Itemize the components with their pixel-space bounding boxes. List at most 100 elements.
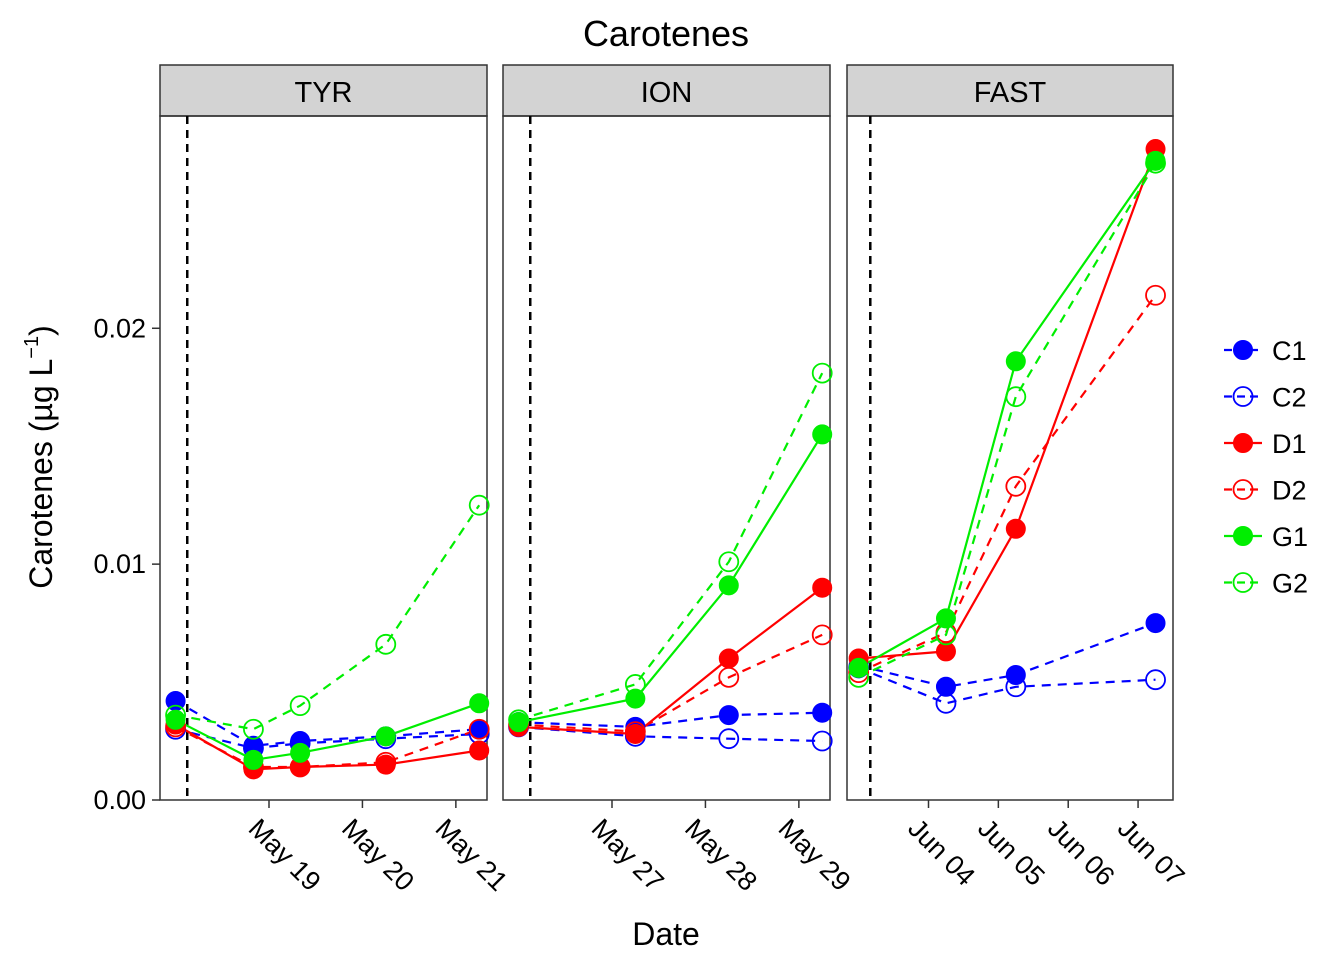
panel-tyr: TYR May 19 May 20 May 21 (159, 64, 513, 897)
data-point-g2 (848, 666, 870, 688)
legend-label: G1 (1272, 522, 1308, 552)
series-line-g2 (175, 504, 481, 731)
data-point-g1 (375, 726, 396, 747)
legend-marker (1232, 386, 1254, 407)
series-lines (858, 148, 1157, 705)
data-point-d1 (1005, 518, 1026, 539)
series-line-g2 (858, 162, 1157, 679)
x-tick-label: Jun 06 (1042, 813, 1121, 892)
series-line-d1 (518, 586, 823, 736)
legend-item-c1: C1 (1224, 336, 1307, 366)
x-tick-label: May 19 (243, 813, 327, 897)
series-line-d2 (518, 633, 823, 733)
data-point-g1 (718, 575, 739, 596)
data-point-d2 (718, 666, 740, 688)
legend-marker (1233, 433, 1253, 453)
x-tick-label: May 27 (586, 813, 670, 897)
data-point-d2 (624, 721, 646, 742)
data-point-d2 (468, 718, 490, 740)
legend-label: D1 (1272, 429, 1307, 459)
data-point-c2 (718, 728, 740, 750)
data-point-d2 (811, 624, 833, 646)
series-line-c2 (858, 666, 1156, 705)
y-tick-label: 0.02 (93, 313, 146, 343)
panels-group: TYR May 19 May 20 May 21 ION May 27 May 28 May … (159, 64, 1191, 897)
data-point-g1 (935, 608, 956, 629)
data-point-g2 (718, 551, 740, 573)
y-axis: 0.00 0.01 0.02 (93, 313, 160, 815)
y-axis-label-main: Carotenes ( (23, 421, 59, 589)
series-lines (518, 372, 824, 743)
data-point-c2 (935, 692, 957, 714)
data-point-c1 (1145, 613, 1166, 634)
panel-ion: ION May 27 May 28 May 29 (502, 64, 857, 897)
y-tick-label: 0.01 (93, 549, 146, 579)
data-point-g2 (624, 674, 646, 695)
legend-item-d2: D2 (1224, 476, 1307, 506)
legend: C1 C2 D1 D2 G1 G2 (1224, 336, 1308, 599)
data-point-d1 (718, 648, 739, 669)
panel-frame (502, 115, 831, 801)
y-tick-label: 0.00 (93, 785, 146, 815)
data-point-g1 (625, 688, 646, 709)
series-points (165, 494, 490, 780)
x-tick-label: Jun 05 (972, 813, 1051, 892)
legend-item-g2: G2 (1224, 569, 1308, 599)
series-points (848, 139, 1166, 714)
y-axis-label-exponent: −1 (21, 336, 43, 359)
legend-label: G2 (1272, 569, 1308, 599)
data-point-g2 (935, 624, 957, 646)
panel-frame (846, 115, 1174, 801)
data-point-g1 (1005, 351, 1026, 372)
panel-strip (159, 64, 488, 117)
data-point-c1 (935, 676, 956, 697)
data-point-c2 (811, 730, 833, 752)
legend-item-d1: D1 (1224, 429, 1307, 459)
x-tick-label: Jun 07 (1112, 813, 1191, 892)
panel-strip (502, 64, 831, 117)
data-point-d2 (375, 751, 397, 773)
series-line-g1 (518, 433, 824, 724)
data-point-c1 (812, 702, 833, 723)
data-point-g2 (1005, 386, 1027, 408)
y-axis-label-unit: µg L (23, 359, 59, 422)
series-line-c1 (518, 711, 823, 729)
panel-strip-label: ION (641, 77, 693, 109)
x-tick-label: May 20 (336, 813, 420, 897)
panel-strip-label: FAST (974, 77, 1047, 109)
series-points (508, 362, 833, 752)
series-line-c1 (175, 699, 480, 747)
data-point-c1 (718, 705, 739, 726)
data-point-g1 (469, 693, 490, 714)
legend-marker (1233, 340, 1253, 360)
panel-frame (159, 115, 488, 801)
legend-marker (1233, 526, 1253, 546)
data-point-g2 (165, 704, 186, 726)
data-point-g1 (812, 424, 833, 445)
x-tick-label: May 29 (773, 813, 857, 897)
data-point-d1 (469, 740, 490, 761)
legend-item-c2: C2 (1224, 383, 1307, 413)
data-point-c1 (1005, 664, 1026, 685)
data-point-g1 (290, 742, 311, 763)
data-point-g2 (1145, 152, 1166, 174)
y-axis-label-close: ) (23, 325, 59, 336)
chart-title: Carotenes (583, 13, 749, 54)
data-point-g1 (243, 749, 264, 770)
legend-marker (1232, 572, 1254, 593)
data-point-g1 (165, 709, 186, 730)
series-lines (175, 504, 481, 771)
legend-label: D2 (1272, 476, 1307, 506)
series-line-g2 (518, 372, 824, 721)
series-line-c2 (518, 725, 823, 743)
legend-marker (1232, 479, 1254, 500)
x-tick-label: Jun 04 (902, 813, 981, 892)
data-point-d1 (812, 577, 833, 598)
data-point-g2 (468, 494, 490, 516)
legend-label: C2 (1272, 383, 1307, 413)
data-point-g2 (508, 709, 529, 731)
x-tick-label: May 28 (679, 813, 763, 897)
legend-label: C1 (1272, 336, 1307, 366)
